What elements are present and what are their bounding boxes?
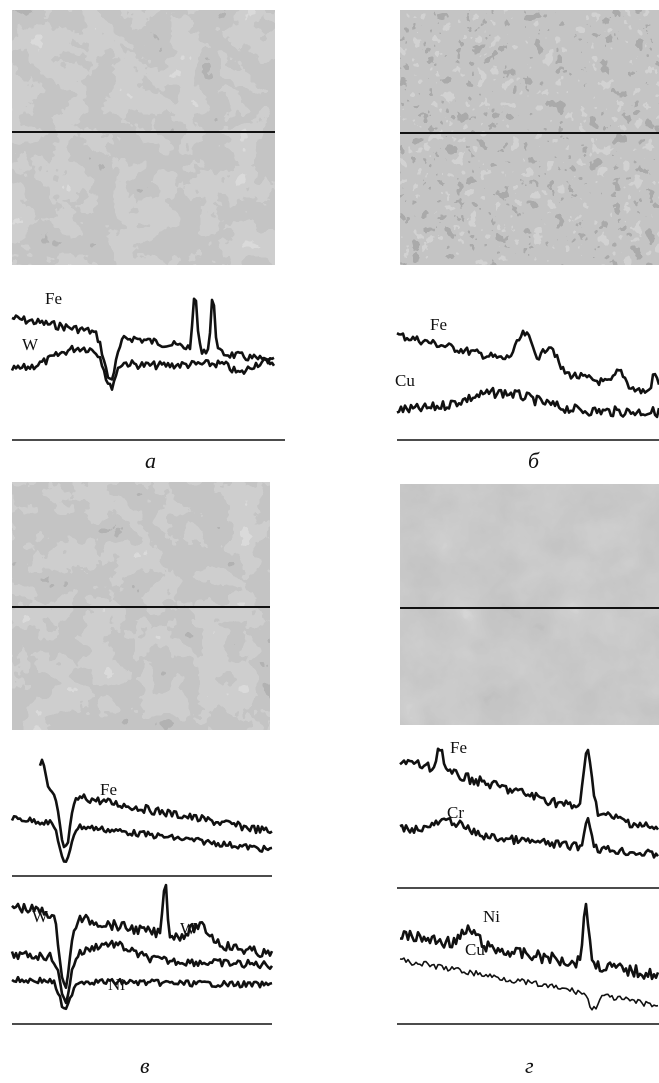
scan-trace bbox=[399, 747, 659, 831]
curve-label: Fe bbox=[45, 289, 62, 308]
micrograph bbox=[12, 10, 275, 265]
scan-trace bbox=[11, 297, 275, 381]
micrograph bbox=[400, 484, 659, 725]
scan-trace bbox=[10, 939, 274, 1005]
panel-letter: а bbox=[145, 448, 156, 473]
curve-label: Ni bbox=[108, 975, 125, 994]
scan-trace bbox=[396, 386, 659, 419]
curve-label: Ni bbox=[483, 907, 500, 926]
curve-label: W bbox=[22, 335, 39, 354]
curve-label: W bbox=[32, 907, 49, 926]
scan-trace bbox=[399, 816, 659, 859]
scan-trace bbox=[399, 902, 659, 981]
scan-trace bbox=[399, 957, 659, 1011]
scan-trace bbox=[396, 329, 659, 395]
panel-letter: б bbox=[528, 448, 540, 473]
curve-label: W bbox=[180, 919, 197, 938]
panel-letter: в bbox=[140, 1053, 150, 1078]
scan-trace bbox=[11, 975, 273, 1011]
curve-label: Fe bbox=[450, 738, 467, 757]
scan-trace bbox=[11, 883, 274, 989]
curve-label: Cu bbox=[395, 371, 415, 390]
curve-label: Fe bbox=[100, 780, 117, 799]
curve-label: Cu bbox=[465, 940, 485, 959]
panel-letter: г bbox=[525, 1053, 534, 1078]
micrograph bbox=[400, 10, 659, 265]
scan-trace bbox=[10, 344, 276, 391]
scan-trace bbox=[10, 815, 273, 863]
line-scans bbox=[10, 297, 659, 1011]
scan-trace bbox=[38, 758, 273, 849]
curve-label: Cr bbox=[447, 803, 464, 822]
curve-label: Fe bbox=[430, 315, 447, 334]
